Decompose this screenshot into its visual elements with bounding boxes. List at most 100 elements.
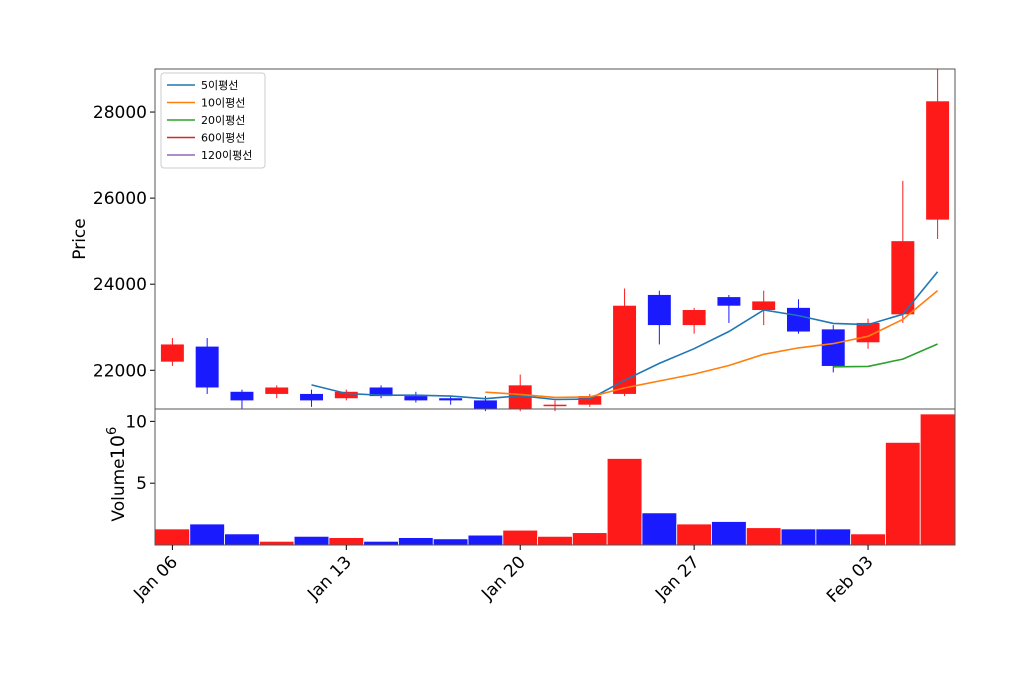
x-tick-label: Jan 06 [129, 552, 182, 605]
candle [439, 396, 463, 405]
price-ytick-label: 26000 [93, 189, 147, 209]
candle [856, 318, 880, 349]
legend-box [160, 72, 266, 169]
candle-body [300, 393, 323, 401]
x-tick-label: Jan 13 [303, 552, 356, 605]
volume-plot-frame [154, 408, 956, 546]
legend-label: 5이평선 [201, 79, 238, 92]
legend-label: 20이평선 [201, 114, 245, 127]
candle [195, 337, 219, 394]
candle-body [543, 404, 567, 407]
candle-body [369, 387, 393, 397]
candle [230, 389, 254, 409]
price-ylabel: Price [70, 218, 90, 259]
candle-body [578, 396, 602, 405]
price-panel: 22000 24000 26000 28000 Price [70, 68, 956, 412]
volume-bar [363, 540, 399, 546]
candle-body [439, 398, 463, 401]
volume-bar [815, 528, 852, 546]
volume-bar [780, 528, 817, 546]
candle [369, 385, 393, 399]
volume-ytick-label: 10 [125, 412, 147, 432]
candle-body [473, 400, 497, 409]
candle-body [647, 294, 671, 326]
price-ytick-label: 24000 [93, 275, 147, 295]
x-tick-label: Jan 27 [651, 552, 704, 605]
legend-label: 60이평선 [201, 132, 245, 145]
volume-offset-label: 106 [105, 427, 129, 459]
volume-bar [467, 534, 504, 546]
volume-bar [432, 538, 469, 546]
legend-item: 5이평선 [167, 79, 238, 92]
ma-line [485, 289, 939, 399]
x-tick-label: Feb 03 [823, 552, 878, 607]
candle-body [682, 310, 706, 326]
candle [787, 299, 810, 334]
volume-bar [641, 512, 678, 546]
legend-label: 120이평선 [201, 149, 252, 162]
x-tick-label: Jan 20 [477, 552, 530, 605]
legend-item: 20이평선 [167, 114, 245, 127]
candle-body [195, 346, 219, 388]
candle [752, 290, 776, 326]
volume-bar [502, 529, 539, 546]
volume-bar [850, 533, 886, 546]
candle [926, 69, 950, 239]
volume-bar [919, 413, 956, 546]
volume-ytick-label: 5 [136, 474, 147, 494]
price-ytick-label: 28000 [93, 103, 147, 123]
ma-line [833, 343, 938, 368]
candle [543, 400, 567, 412]
volume-ylabel: Volume [109, 458, 129, 521]
volume-bar [293, 535, 330, 546]
candle-body [891, 241, 915, 315]
volume-bar [606, 458, 643, 546]
candle [508, 374, 532, 412]
price-ytick-label: 22000 [93, 361, 147, 381]
candle-body [717, 297, 741, 306]
x-axis: Jan 06 Jan 13 Jan 20 Jan 27 Feb 03 [129, 545, 878, 607]
candle [891, 180, 915, 323]
volume-bar [189, 523, 225, 546]
candle [300, 389, 323, 407]
ma-line [311, 271, 939, 401]
candle-body [787, 307, 810, 332]
volume-bar [711, 521, 747, 546]
candle [682, 307, 706, 334]
legend-item: 60이평선 [167, 132, 245, 145]
candle-body [508, 385, 532, 409]
candle [821, 325, 845, 373]
candle [578, 393, 602, 407]
candle [404, 391, 428, 403]
candle [265, 385, 289, 399]
volume-bar [745, 527, 782, 546]
candle-body [821, 329, 845, 366]
candle-body [334, 391, 358, 399]
volume-bar [328, 537, 365, 546]
volume-bar [885, 441, 921, 546]
candle [160, 337, 184, 366]
candle-body [230, 391, 254, 401]
candle [334, 389, 358, 401]
volume-bar [676, 523, 712, 546]
candle-body [752, 301, 776, 311]
volume-bar [537, 535, 573, 546]
legend: 5이평선 10이평선 20이평선 60이평선 120이평선 [160, 72, 266, 169]
candle [613, 288, 637, 397]
candle-body [926, 101, 950, 220]
legend-label: 10이평선 [201, 97, 245, 110]
legend-item: 10이평선 [167, 97, 245, 110]
volume-bar [398, 537, 434, 546]
candle [647, 290, 671, 345]
volume-bar [258, 540, 295, 546]
candle [717, 294, 741, 323]
candle-body [613, 305, 637, 394]
candle-body [265, 387, 289, 394]
volume-bar [224, 533, 260, 546]
legend-item: 120이평선 [167, 149, 252, 162]
candle-body [404, 396, 428, 401]
volume-bar [571, 532, 608, 546]
